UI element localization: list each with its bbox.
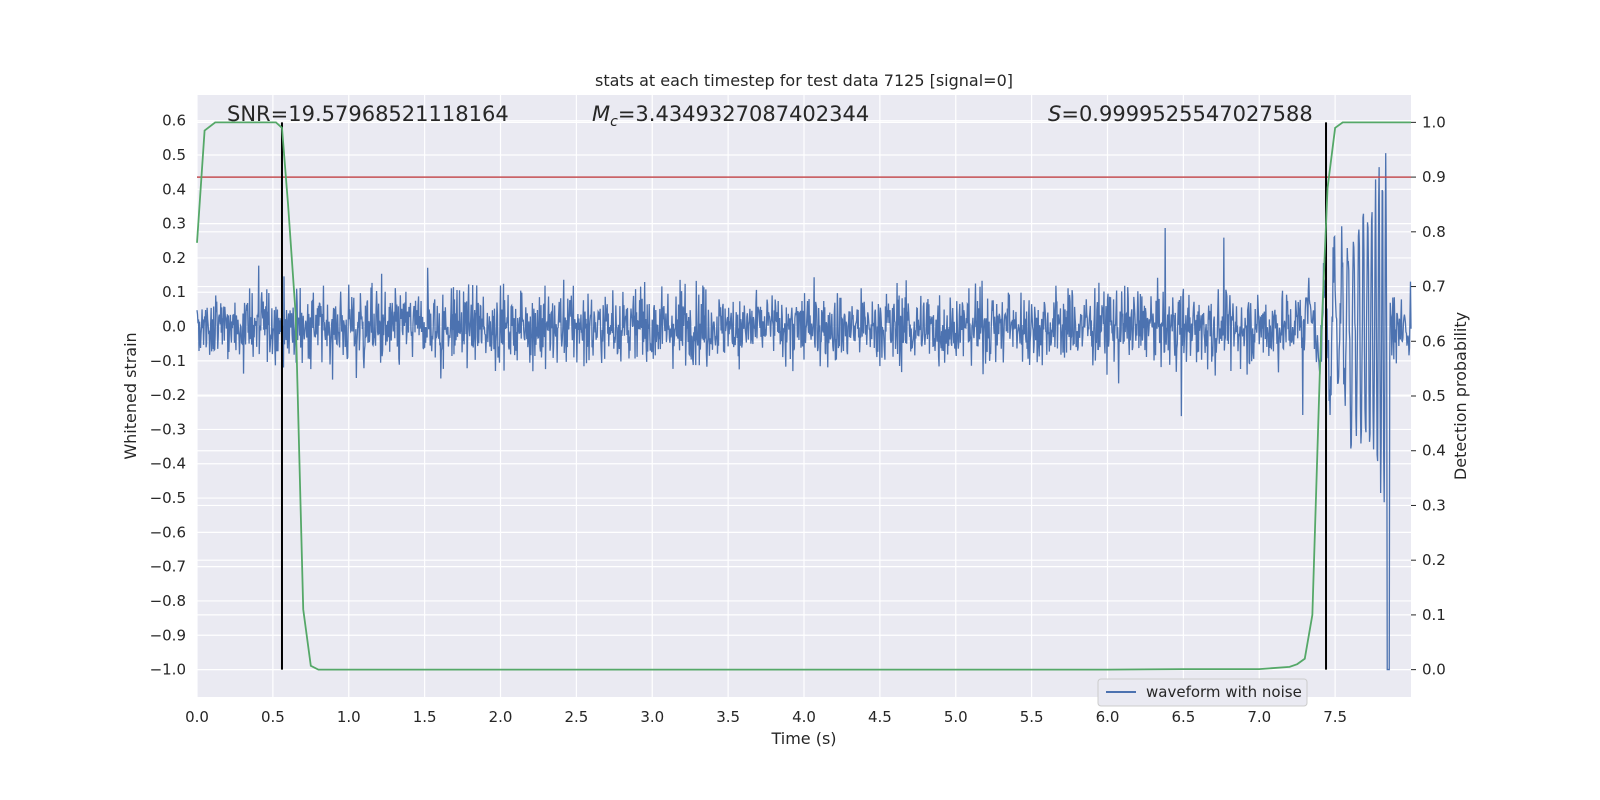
chirp-mass-annotation: Mc=3.4349327087402344	[592, 102, 869, 130]
x-axis-label: Time (s)	[770, 729, 836, 748]
right-y-tick-label: 0.4	[1422, 442, 1446, 460]
right-y-tick-label: 0.5	[1422, 387, 1446, 405]
right-y-tick-label: 0.2	[1422, 551, 1446, 569]
x-tick-label: 6.0	[1096, 708, 1120, 726]
x-tick-label: 6.5	[1171, 708, 1195, 726]
right-y-tick-label: 0.9	[1422, 168, 1446, 186]
left-y-tick-label: 0.5	[162, 146, 186, 164]
right-y-tick-label: 0.7	[1422, 278, 1446, 296]
score-annotation: S=0.9999525547027588	[1048, 102, 1313, 126]
left-y-tick-label: 0.2	[162, 249, 186, 267]
chart-title: stats at each timestep for test data 712…	[595, 71, 1013, 90]
left-y-tick-label: −0.6	[150, 523, 186, 541]
x-tick-label: 5.5	[1020, 708, 1044, 726]
waveform-series	[196, 153, 1412, 671]
x-tick-label: 3.0	[640, 708, 664, 726]
x-tick-label: 2.5	[564, 708, 588, 726]
left-y-axis-label: Whitened strain	[121, 332, 140, 459]
right-y-tick-label: 0.6	[1422, 332, 1446, 350]
left-y-tick-label: 0.1	[162, 283, 186, 301]
right-y-tick-label: 0.8	[1422, 223, 1446, 241]
right-y-tick-label: 0.1	[1422, 606, 1446, 624]
left-y-tick-label: −0.7	[150, 558, 186, 576]
left-y-tick-label: −1.0	[150, 661, 186, 679]
x-tick-label: 4.0	[792, 708, 816, 726]
left-y-axis-ticks: 0.6 0.5 0.4 0.3 0.2 0.1 0.0 −0.1 −0.2 −0.3 −0.4 −0.…	[150, 112, 186, 679]
left-y-tick-label: −0.3	[150, 420, 186, 438]
x-tick-label: 0.0	[185, 708, 209, 726]
x-axis-ticks: 0.0 0.5 1.0 1.5 2.0 2.5 3.0 3.5 4.0 4.5 5.0 5.5 6.0 6…	[185, 708, 1347, 726]
snr-annotation: SNR=19.57968521118164	[227, 102, 509, 126]
left-y-tick-label: 0.4	[162, 180, 186, 198]
x-tick-label: 0.5	[261, 708, 285, 726]
x-tick-label: 3.5	[716, 708, 740, 726]
x-tick-label: 2.0	[489, 708, 513, 726]
left-y-tick-label: 0.0	[162, 318, 186, 336]
x-tick-label: 7.5	[1323, 708, 1347, 726]
mc-symbol: M	[592, 102, 610, 126]
x-tick-label: 5.0	[944, 708, 968, 726]
left-y-tick-label: −0.4	[150, 455, 186, 473]
legend: waveform with noise	[1097, 678, 1308, 707]
left-y-tick-label: −0.2	[150, 386, 186, 404]
waveform-line	[196, 153, 1412, 671]
mc-subscript: c	[610, 114, 618, 130]
left-y-tick-label: 0.3	[162, 215, 186, 233]
x-tick-label: 4.5	[868, 708, 892, 726]
overlays	[196, 121, 1411, 671]
detection-probability-line	[196, 121, 1411, 671]
left-y-tick-label: −0.1	[150, 352, 186, 370]
legend-entry-waveform: waveform with noise	[1146, 683, 1302, 701]
left-y-tick-label: −0.9	[150, 626, 186, 644]
s-symbol: S	[1048, 102, 1061, 126]
left-y-tick-label: −0.8	[150, 592, 186, 610]
left-y-tick-label: 0.6	[162, 112, 186, 130]
x-tick-label: 1.5	[413, 708, 437, 726]
right-y-axis-label: Detection probability	[1451, 312, 1470, 480]
mc-value: =3.4349327087402344	[618, 102, 869, 126]
right-y-tick-label: 1.0	[1422, 113, 1446, 131]
right-y-tick-label: 0.3	[1422, 496, 1446, 514]
x-tick-label: 7.0	[1247, 708, 1271, 726]
right-y-axis-ticks: 1.0 0.9 0.8 0.7 0.6 0.5 0.4 0.3 0.2 0.1 0.0	[1411, 113, 1446, 679]
right-y-tick-label: 0.0	[1422, 661, 1446, 679]
left-y-tick-label: −0.5	[150, 489, 186, 507]
s-value: =0.9999525547027588	[1061, 102, 1312, 126]
x-tick-label: 1.0	[337, 708, 361, 726]
